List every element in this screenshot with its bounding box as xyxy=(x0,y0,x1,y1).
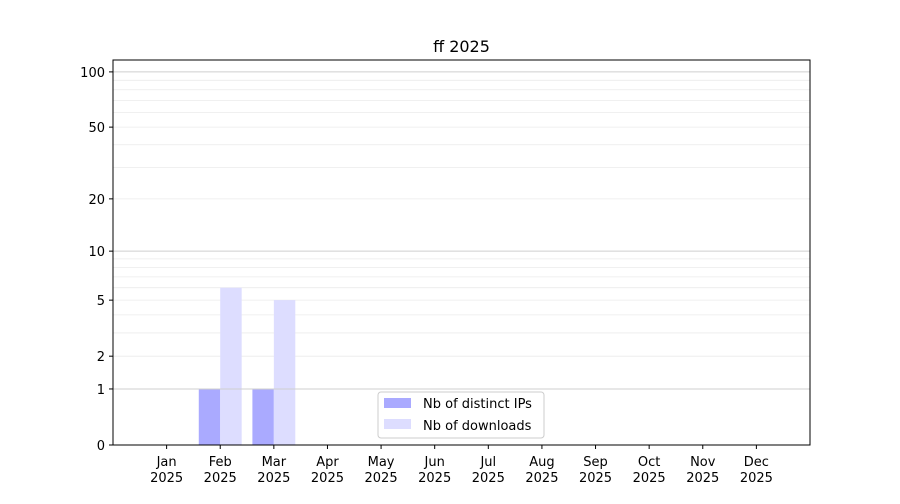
x-tick-label: Nov 2025 xyxy=(686,455,719,486)
y-tick-label: 100 xyxy=(80,66,105,81)
x-tick-label: Aug 2025 xyxy=(525,455,558,486)
x-tick-label: Sep 2025 xyxy=(579,455,612,486)
x-tick-label: Jun 2025 xyxy=(418,455,451,486)
y-tick-label: 2 xyxy=(97,350,105,365)
y-tick-label: 5 xyxy=(97,294,105,309)
x-tick-label: Dec 2025 xyxy=(740,455,773,486)
bar-distinct-ips xyxy=(198,388,221,445)
y-tick-label: 10 xyxy=(88,245,105,260)
x-axis: Jan 2025 Feb 2025 Mar 2025 Apr 2025 May 2025 Jun 20… xyxy=(150,445,773,486)
y-axis: 0 1 2 5 10 20 50 100 xyxy=(80,66,113,454)
y-tick-label: 1 xyxy=(97,383,105,398)
bars xyxy=(198,287,296,445)
legend-box xyxy=(377,391,545,439)
x-tick-label: Jul 2025 xyxy=(472,455,505,486)
x-tick-label: Apr 2025 xyxy=(311,455,344,486)
legend-swatch-downloads xyxy=(384,419,411,429)
x-tick-label: Jan 2025 xyxy=(150,455,183,486)
bar-downloads xyxy=(220,287,242,445)
y-tick-label: 50 xyxy=(88,121,105,136)
y-tick-label: 0 xyxy=(97,439,105,454)
bar-downloads xyxy=(273,300,296,445)
minor-grid xyxy=(113,79,810,357)
major-grid xyxy=(113,71,810,390)
legend: Nb of distinct IPs Nb of downloads xyxy=(377,391,545,439)
x-tick-label: Oct 2025 xyxy=(633,455,666,486)
axes-frame xyxy=(112,59,811,446)
bar-distinct-ips xyxy=(252,388,274,445)
x-tick-label: May 2025 xyxy=(365,455,398,486)
x-tick-label: Mar 2025 xyxy=(257,455,290,486)
legend-label-downloads: Nb of downloads xyxy=(423,419,532,434)
x-tick-label: Feb 2025 xyxy=(204,455,237,486)
y-tick-label: 20 xyxy=(88,193,105,208)
legend-swatch-ips xyxy=(384,398,411,408)
legend-label-ips: Nb of distinct IPs xyxy=(423,397,532,412)
chart-title: ff 2025 xyxy=(433,37,490,56)
